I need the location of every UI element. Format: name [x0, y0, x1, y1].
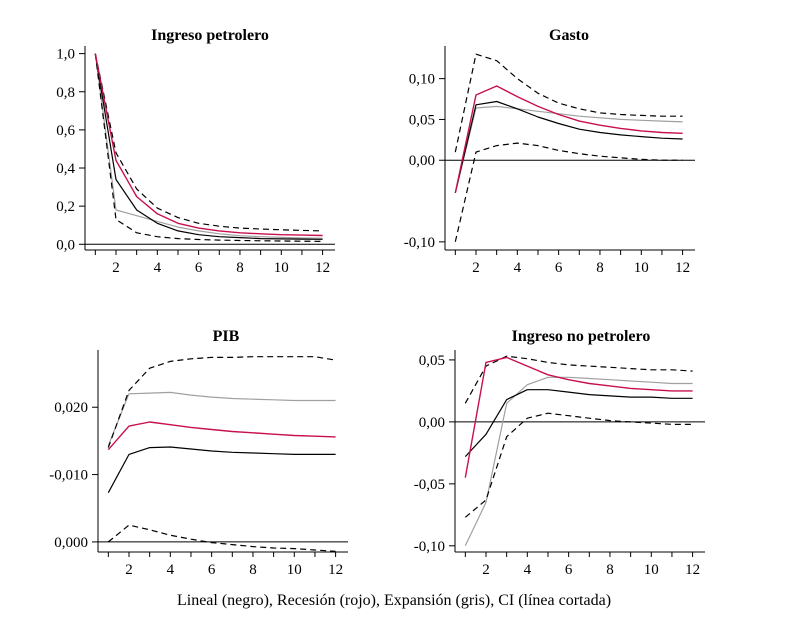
- y-tick-label: 0,05: [409, 112, 435, 128]
- x-tick-label: 4: [524, 562, 532, 578]
- series-line-expansion: [94, 53, 323, 239]
- series-line-ci-upper: [454, 53, 683, 153]
- series-line-recesion: [107, 421, 336, 451]
- y-tick-label: 0,4: [56, 161, 75, 177]
- series-line-lineal: [464, 389, 693, 458]
- y-tick-label: 0,00: [409, 153, 435, 169]
- series-line-ci-lower: [454, 142, 683, 242]
- y-tick-label: -0,05: [414, 477, 445, 493]
- series-line-ci-lower: [94, 53, 323, 242]
- y-tick-label: 0,0: [56, 237, 75, 253]
- y-tick-label: -0,10: [414, 539, 445, 555]
- series-line-ci-upper: [464, 355, 693, 404]
- chart-caption: Lineal (negro), Recesión (rojo), Expansi…: [176, 592, 612, 609]
- series-line-expansion: [107, 391, 336, 446]
- y-tick-label: 0,6: [56, 123, 75, 139]
- y-tick-label: 0,8: [56, 85, 75, 101]
- series-line-expansion: [464, 376, 693, 547]
- y-tick-label: 0,020: [54, 400, 88, 416]
- series-line-ci-upper: [94, 53, 323, 232]
- x-tick-label: 8: [606, 562, 614, 578]
- x-tick-label: 2: [472, 260, 480, 276]
- x-tick-label: 4: [514, 260, 522, 276]
- y-tick-label: 1,0: [56, 47, 75, 63]
- series-line-lineal: [94, 53, 323, 240]
- series-line-ci-lower: [464, 412, 693, 518]
- panel-title: Gasto: [549, 27, 589, 44]
- y-tick-label: 0,10: [409, 72, 435, 88]
- x-tick-label: 2: [482, 562, 490, 578]
- x-tick-label: 10: [644, 562, 659, 578]
- x-tick-label: 6: [195, 260, 203, 276]
- y-tick-label: -0,010: [49, 468, 88, 484]
- panel-title: Ingreso no petrolero: [512, 328, 651, 345]
- x-tick-label: 8: [236, 260, 244, 276]
- series-line-ci-upper: [107, 356, 336, 448]
- x-tick-label: 10: [274, 260, 289, 276]
- x-tick-label: 12: [315, 260, 330, 276]
- x-tick-label: 8: [249, 562, 257, 578]
- x-tick-label: 2: [125, 562, 133, 578]
- y-tick-label: -0,10: [404, 235, 435, 251]
- y-tick-label: 0,05: [419, 353, 445, 369]
- x-tick-label: 6: [208, 562, 216, 578]
- panel-ingreso-petrolero: Ingreso petrolero 0,0 0,2 0,4 0,6 0,8 1,0 2 4 6 8…: [56, 27, 335, 276]
- series-line-recesion: [94, 53, 323, 237]
- series-line-lineal: [107, 446, 336, 493]
- x-tick-label: 10: [634, 260, 649, 276]
- x-tick-label: 6: [565, 562, 573, 578]
- x-tick-label: 8: [596, 260, 604, 276]
- x-tick-label: 12: [328, 562, 343, 578]
- x-tick-label: 4: [167, 562, 175, 578]
- series-line-ci-lower: [107, 524, 336, 552]
- y-tick-label: 0,2: [56, 199, 75, 215]
- x-tick-label: 2: [112, 260, 120, 276]
- series-line-lineal: [454, 100, 683, 194]
- x-tick-label: 12: [675, 260, 690, 276]
- panel-gasto: Gasto -0,10 0,00 0,05 0,10 2 4 6 8 10 12: [404, 27, 695, 276]
- panel-ingreso-no-petrolero: Ingreso no petrolero -0,10 -0,05 0,00 0,05 2…: [414, 328, 705, 578]
- series-line-recesion: [464, 356, 693, 478]
- series-line-recesion: [454, 85, 683, 194]
- panel-title: PIB: [213, 328, 240, 345]
- impulse-response-charts: Ingreso petrolero 0,0 0,2 0,4 0,6 0,8 1,0 2 4 6 8…: [49, 27, 705, 578]
- panel-title: Ingreso petrolero: [151, 27, 269, 44]
- series-line-expansion: [454, 105, 683, 194]
- x-tick-label: 4: [154, 260, 162, 276]
- x-tick-label: 6: [555, 260, 563, 276]
- y-tick-label: 0,000: [54, 535, 88, 551]
- y-tick-label: 0,00: [419, 415, 445, 431]
- x-tick-label: 12: [685, 562, 700, 578]
- x-tick-label: 10: [287, 562, 302, 578]
- panel-pib: PIB 0,000 -0,010 0,020 2 4 6 8 10 12: [49, 328, 348, 578]
